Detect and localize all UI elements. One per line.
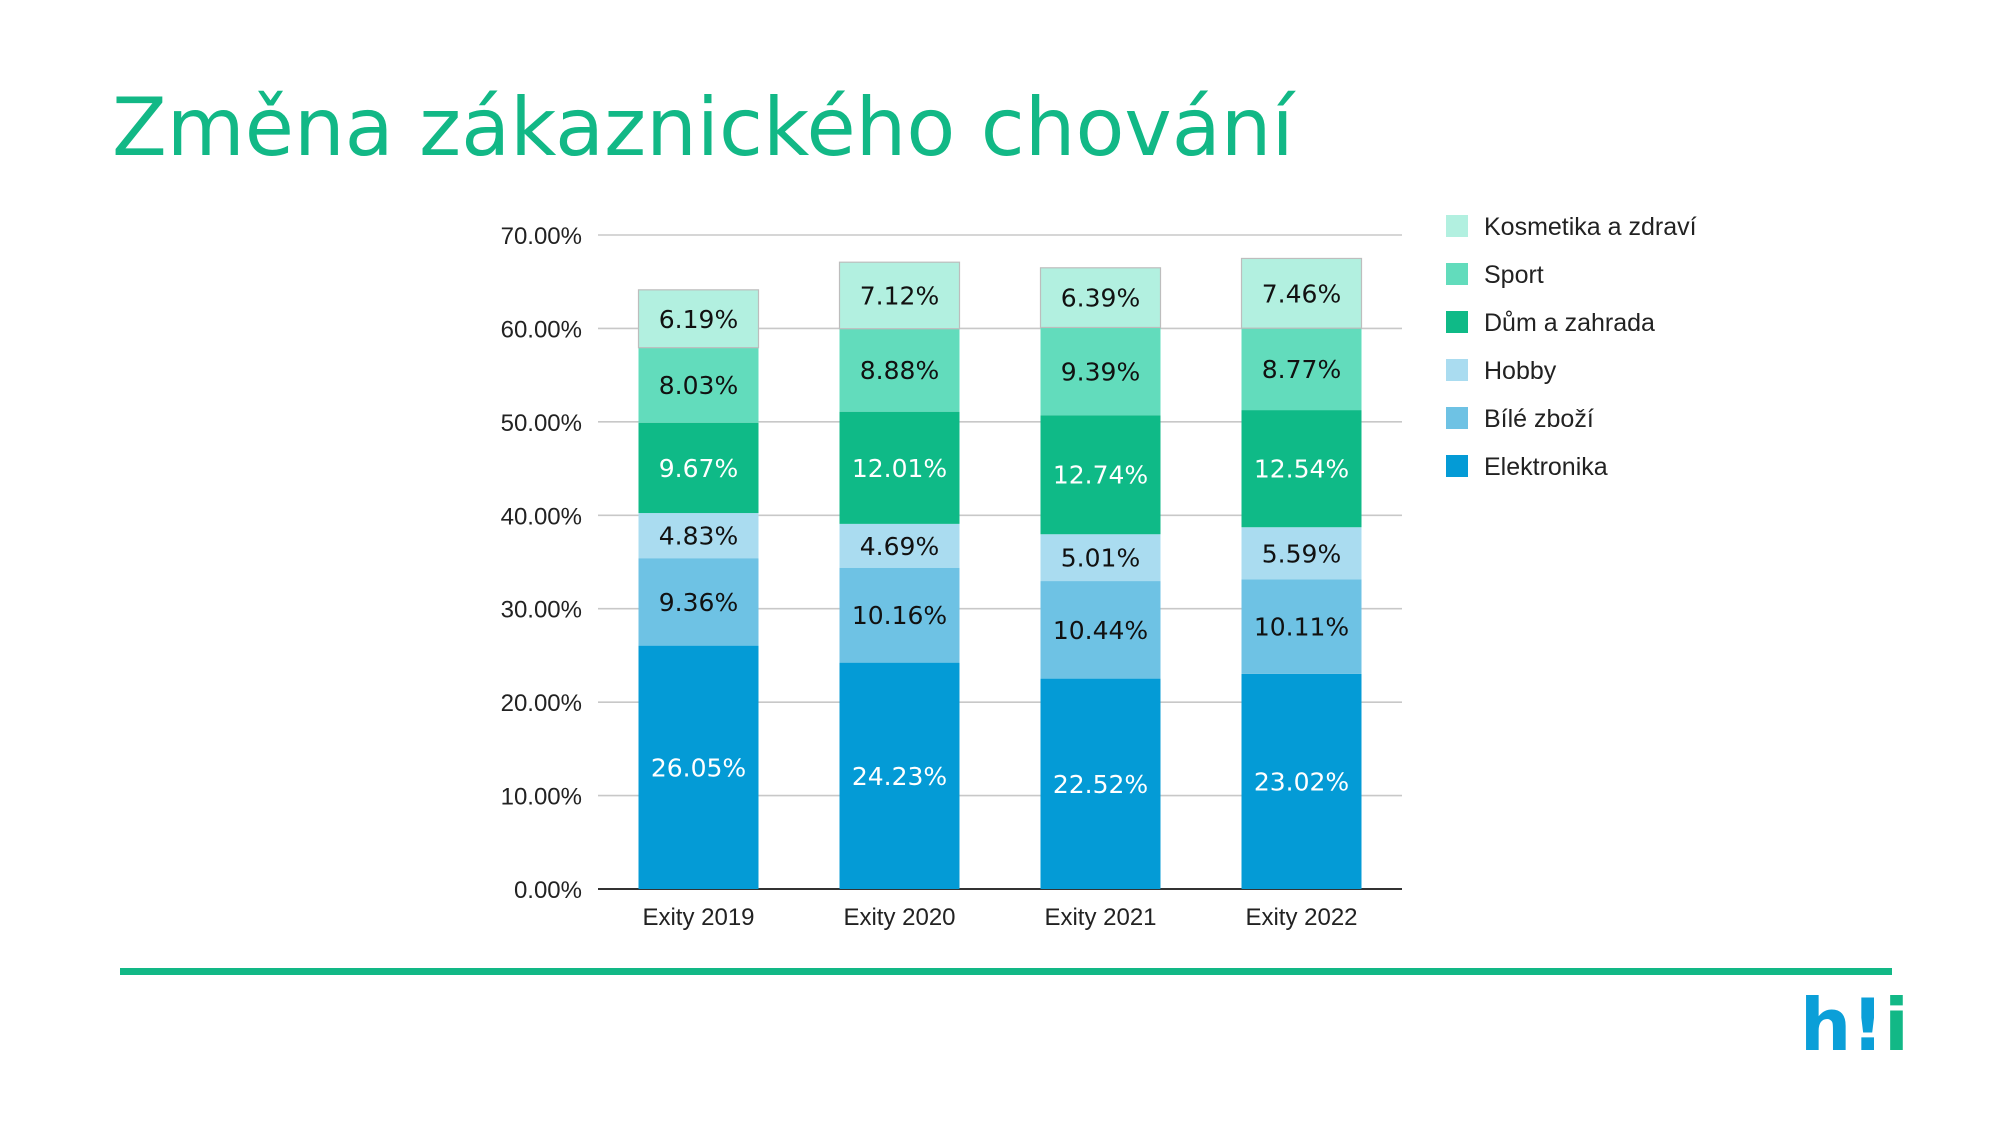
legend-item: Hobby <box>1446 357 1557 385</box>
bar-segment <box>1040 678 1161 889</box>
bar-segment <box>839 262 960 329</box>
bar-segment <box>1241 328 1362 411</box>
bar-segment-outline <box>1240 257 1363 329</box>
data-label: 4.83% <box>659 522 738 551</box>
legend-item: Elektronika <box>1446 453 1608 481</box>
data-label: 6.19% <box>659 305 738 334</box>
bar-segment <box>1241 258 1362 329</box>
bar-segment <box>638 645 759 889</box>
legend: Kosmetika a zdraví Sport Dům a zahrada Hobb… <box>1446 213 1697 481</box>
bar-segment <box>1241 410 1362 528</box>
y-tick-label: 10.00% <box>501 784 582 811</box>
legend-swatch <box>1446 359 1468 381</box>
y-tick-label: 0.00% <box>514 877 582 904</box>
x-tick-label: Exity 2019 <box>642 904 754 931</box>
brand-logo: h!i <box>1800 983 1909 1067</box>
y-tick-label: 70.00% <box>501 223 582 250</box>
data-label: 7.46% <box>1262 279 1341 308</box>
legend-label: Bílé zboží <box>1484 405 1594 433</box>
legend-swatch <box>1446 263 1468 285</box>
y-tick-label: 40.00% <box>501 503 582 530</box>
bar-segment <box>638 347 759 423</box>
bar-stack: 26.05% 9.36% 4.83% 9.67% 8.03% 6.19% <box>637 289 760 889</box>
legend-swatch <box>1446 311 1468 333</box>
bar-stack: 22.52% 10.44% 5.01% 12.74% 9.39% 6.39% <box>1039 267 1162 889</box>
legend-label: Dům a zahrada <box>1484 309 1655 337</box>
data-label: 10.16% <box>852 601 947 630</box>
bar-segment <box>638 513 759 559</box>
data-label: 24.23% <box>852 762 947 791</box>
bar-segment <box>1040 534 1161 582</box>
legend-item: Dům a zahrada <box>1446 309 1655 337</box>
stacked-bar-chart: 0.00% 10.00% 20.00% 30.00% 40.00% 50.00% 60.00… <box>501 213 1697 931</box>
legend-label: Sport <box>1484 261 1544 289</box>
data-label: 8.88% <box>860 356 939 385</box>
data-label: 6.39% <box>1061 284 1140 313</box>
legend-swatch <box>1446 215 1468 237</box>
y-tick-label: 60.00% <box>501 316 582 343</box>
legend-swatch <box>1446 407 1468 429</box>
bar-segment <box>1241 673 1362 889</box>
bar-segment <box>1040 581 1161 679</box>
data-label: 8.77% <box>1262 355 1341 384</box>
bar-segment <box>1040 267 1161 328</box>
footer-divider <box>120 968 1892 975</box>
legend-item: Sport <box>1446 261 1544 289</box>
bar-segment <box>1241 527 1362 580</box>
bar-segment <box>1040 415 1161 535</box>
legend-label: Hobby <box>1484 357 1557 385</box>
x-tick-label: Exity 2021 <box>1044 904 1156 931</box>
data-label: 8.03% <box>659 371 738 400</box>
legend-swatch <box>1446 455 1468 477</box>
bar-stack: 24.23% 10.16% 4.69% 12.01% 8.88% 7.12% <box>838 261 961 889</box>
data-label: 26.05% <box>651 753 746 782</box>
data-label: 5.59% <box>1262 539 1341 568</box>
data-label: 10.11% <box>1254 613 1349 642</box>
bars: 26.05% 9.36% 4.83% 9.67% 8.03% 6.19% 24.23% 10.… <box>637 257 1363 889</box>
y-axis-tick-labels: 0.00% 10.00% 20.00% 30.00% 40.00% 50.00% 60.00… <box>501 223 582 904</box>
data-label: 7.12% <box>860 281 939 310</box>
bar-segment <box>839 567 960 663</box>
page-title: Změna zákaznického chování <box>112 81 1294 174</box>
data-label: 5.01% <box>1061 544 1140 573</box>
data-label: 9.67% <box>659 454 738 483</box>
bar-segment <box>839 523 960 568</box>
legend-label: Kosmetika a zdraví <box>1484 213 1697 241</box>
data-label: 12.74% <box>1053 461 1148 490</box>
bar-segment-outline <box>838 261 961 330</box>
bar-segment <box>839 328 960 412</box>
data-label: 9.36% <box>659 588 738 617</box>
data-label: 12.54% <box>1254 455 1349 484</box>
legend-item: Bílé zboží <box>1446 405 1594 433</box>
bar-segment <box>839 662 960 889</box>
bar-segment <box>638 422 759 514</box>
bar-segment <box>638 289 759 348</box>
bar-segment-outline <box>1039 267 1162 329</box>
data-label: 4.69% <box>860 532 939 561</box>
bar-segment <box>1040 327 1161 416</box>
x-tick-label: Exity 2020 <box>843 904 955 931</box>
legend-label: Elektronika <box>1484 453 1608 481</box>
data-label: 9.39% <box>1061 357 1140 386</box>
bar-stack: 23.02% 10.11% 5.59% 12.54% 8.77% 7.46% <box>1240 257 1363 889</box>
data-label: 23.02% <box>1254 767 1349 796</box>
x-axis-tick-labels: Exity 2019 Exity 2020 Exity 2021 Exity 2022 <box>642 904 1357 931</box>
x-tick-label: Exity 2022 <box>1245 904 1357 931</box>
bar-segment <box>839 411 960 524</box>
data-label: 12.01% <box>852 454 947 483</box>
y-tick-label: 50.00% <box>501 410 582 437</box>
data-label: 10.44% <box>1053 616 1148 645</box>
y-tick-label: 20.00% <box>501 690 582 717</box>
data-label: 22.52% <box>1053 770 1148 799</box>
y-tick-label: 30.00% <box>501 597 582 624</box>
legend-item: Kosmetika a zdraví <box>1446 213 1697 241</box>
bar-segment-outline <box>637 289 760 349</box>
bar-segment <box>638 558 759 646</box>
bar-segment <box>1241 579 1362 674</box>
